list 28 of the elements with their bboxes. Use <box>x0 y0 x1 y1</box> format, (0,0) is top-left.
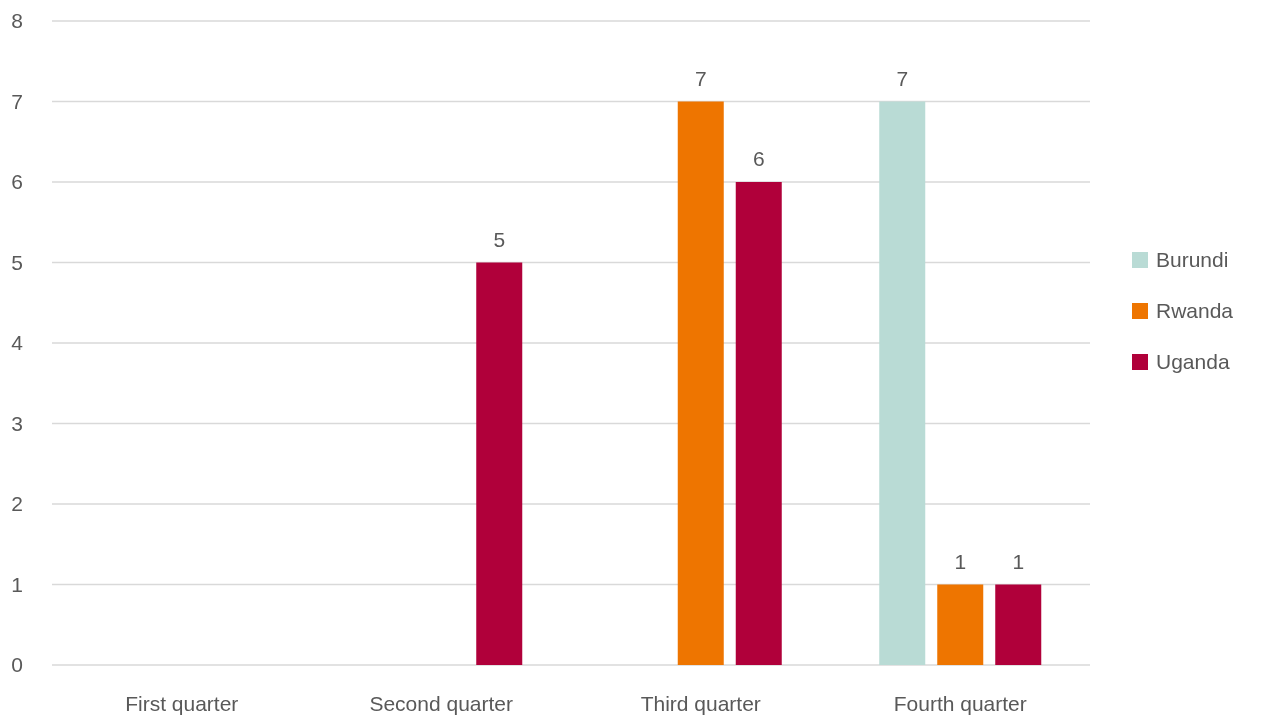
bar <box>735 182 782 665</box>
y-tick-label: 1 <box>11 572 23 596</box>
legend-label: Burundi <box>1156 248 1229 272</box>
x-tick-label: First quarter <box>125 692 239 715</box>
y-tick-label: 2 <box>11 492 23 516</box>
y-tick-label: 6 <box>11 170 23 194</box>
y-tick-label: 7 <box>11 89 23 113</box>
bar <box>879 101 926 665</box>
x-tick-label: Second quarter <box>369 692 514 715</box>
data-label: 6 <box>752 147 765 170</box>
data-label: 7 <box>694 66 707 90</box>
bar <box>476 262 523 665</box>
legend-label: Rwanda <box>1156 299 1234 323</box>
data-label: 7 <box>896 66 909 90</box>
data-label: 1 <box>954 549 967 573</box>
bar <box>677 101 724 665</box>
bar <box>937 584 984 665</box>
y-tick-label: 5 <box>11 250 23 274</box>
bar <box>995 584 1042 665</box>
y-tick-label: 8 <box>11 9 23 33</box>
x-tick-label: Third quarter <box>640 692 761 715</box>
data-label: 1 <box>1012 549 1025 573</box>
y-tick-label: 0 <box>11 653 23 677</box>
data-label: 5 <box>493 227 506 251</box>
legend-label: Uganda <box>1156 350 1230 374</box>
y-tick-label: 4 <box>11 331 24 355</box>
y-tick-label: 3 <box>11 411 23 435</box>
x-tick-label: Fourth quarter <box>893 692 1027 715</box>
